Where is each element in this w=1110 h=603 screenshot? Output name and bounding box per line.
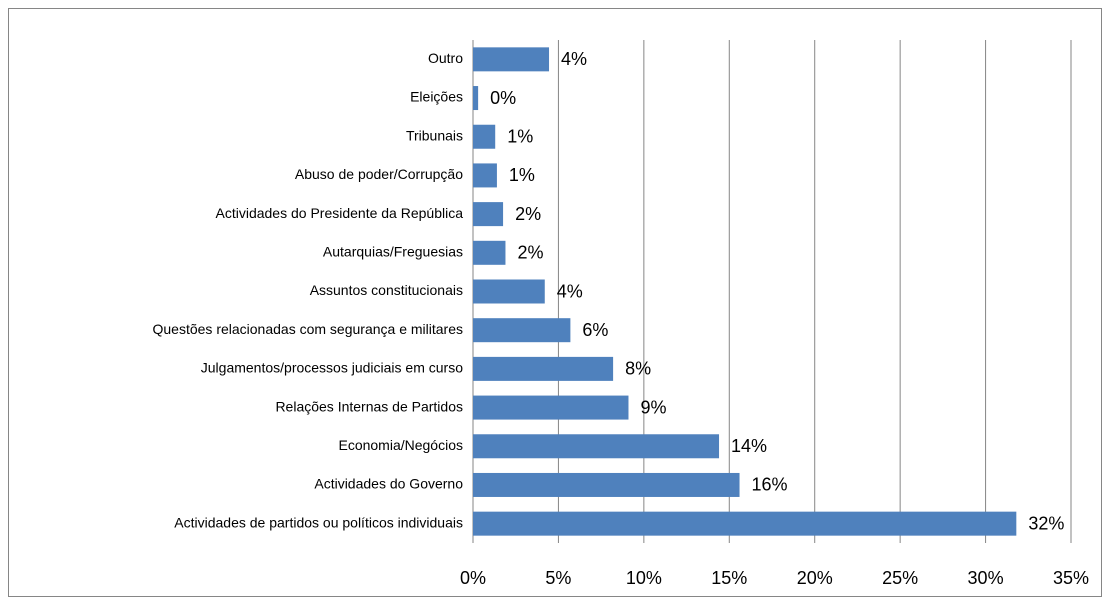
bar [473,434,720,459]
y-tick-label: Julgamentos/processos judiciais em curso [201,360,463,376]
y-tick-label: Economia/Negócios [338,437,463,453]
y-tick-label: Abuso de poder/Corrupção [295,166,463,182]
y-tick-label: Outro [428,50,463,66]
value-label: 16% [752,475,788,495]
x-tick-label: 0% [460,568,486,588]
y-tick-label: Actividades do Governo [314,476,463,492]
x-tick-label: 35% [1053,568,1089,588]
x-tick-label: 5% [545,568,571,588]
value-label: 32% [1028,513,1064,533]
y-tick-label: Relações Internas de Partidos [275,398,463,414]
x-tick-label: 15% [711,568,747,588]
y-tick-label: Autarquias/Freguesias [323,244,463,260]
value-label: 6% [582,320,608,340]
chart-border [8,8,1102,597]
value-label: 1% [507,126,533,146]
x-tick-label: 25% [882,568,918,588]
bar [473,356,614,381]
bar [473,202,504,227]
bar [473,511,1017,536]
value-label: 14% [731,436,767,456]
value-label: 4% [557,281,583,301]
bar [473,163,497,188]
y-tick-label: Questões relacionadas com segurança e mi… [153,321,464,337]
bar [473,124,496,149]
x-tick-label: 10% [626,568,662,588]
y-tick-label: Actividades de partidos ou políticos ind… [174,514,463,530]
bar [473,240,506,265]
y-tick-label: Eleições [410,89,463,105]
bar [473,318,571,343]
x-tick-label: 30% [968,568,1004,588]
value-label: 8% [625,359,651,379]
x-tick-label: 20% [797,568,833,588]
bar [473,395,629,420]
value-label: 0% [490,88,516,108]
value-label: 1% [509,165,535,185]
value-label: 9% [640,397,666,417]
bar [473,86,479,111]
bar [473,472,740,497]
bar [473,47,550,72]
value-label: 2% [515,204,541,224]
y-tick-label: Tribunais [406,127,463,143]
y-tick-label: Assuntos constitucionais [310,282,463,298]
value-label: 4% [561,49,587,69]
y-tick-label: Actividades do Presidente da República [216,205,464,221]
value-label: 2% [517,243,543,263]
bar [473,279,545,304]
